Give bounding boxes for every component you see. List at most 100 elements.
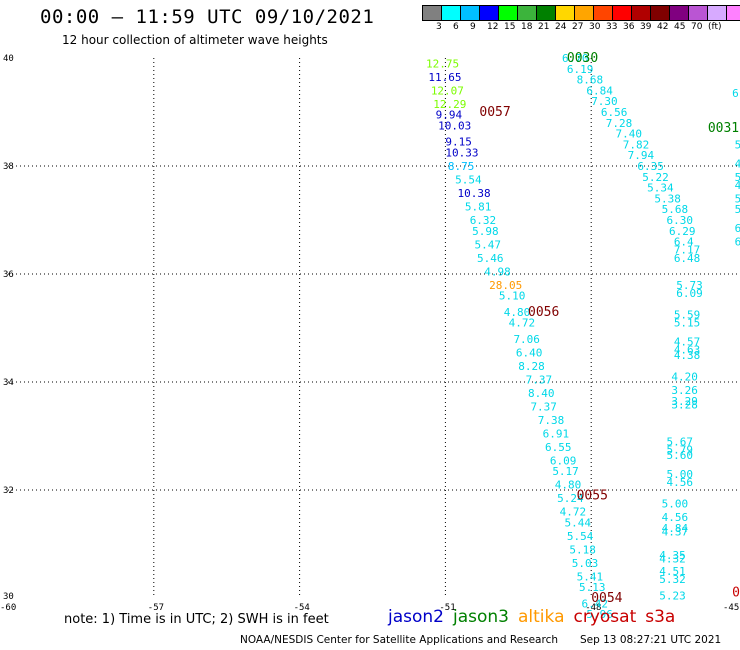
swh-value-label: 7.37 [526, 373, 553, 386]
swh-value-label: 5.10 [499, 290, 526, 303]
swh-value-label: 5 [735, 138, 740, 151]
swh-value-label: 4.80 [504, 306, 530, 319]
swh-value-label: 7.38 [538, 414, 565, 427]
legend-entry-s3a: s3a [645, 607, 676, 627]
swh-value-label: 7.06 [513, 333, 540, 346]
swh-value-label: 5.32 [659, 573, 686, 586]
swh-value-label: 6.55 [545, 441, 572, 454]
swh-value-label: 6.09 [550, 454, 577, 467]
colorbar-tick-label: 70 [691, 22, 703, 32]
swh-value-label: 5.17 [552, 465, 579, 478]
swh-value-label: 6.70 [562, 52, 589, 65]
colorbar: 3 6 9 12 15 18 21 24 27 30 33 36 39 42 45 70 (ft) [422, 5, 740, 32]
swh-value-label: 7.94 [628, 149, 655, 162]
pass-time-label: 0030 [567, 51, 598, 66]
swh-value-label: 4.98 [484, 265, 511, 278]
swh-value-label: 5.38 [654, 192, 681, 205]
swh-value-label: 6 [735, 236, 740, 249]
swh-value-label: 7.17 [674, 244, 701, 257]
swh-value-label: 5.03 [572, 557, 599, 570]
swh-value-label: 8.28 [518, 360, 545, 373]
swh-value-label: 4.35 [659, 549, 686, 562]
swh-value-label: 7.28 [606, 117, 633, 130]
colorbar-tick-label: 18 [521, 22, 533, 32]
swh-value-label: 9.15 [445, 136, 472, 149]
swh-value-label: 6.40 [516, 346, 543, 359]
colorbar-tick-label: 42 [657, 22, 669, 32]
map-subtitle: 12 hour collection of altimeter wave hei… [62, 33, 328, 47]
swh-value-label: 5.24 [557, 492, 584, 505]
swh-value-label: 8.68 [577, 74, 604, 87]
swh-value-label: 4.72 [509, 317, 535, 330]
lat-tick-label: 40 [3, 54, 14, 64]
swh-value-label: 3.26 [671, 384, 698, 397]
swh-value-label: 11.65 [428, 71, 461, 84]
swh-value-label: 6.84 [586, 84, 613, 97]
lat-tick-label: 36 [3, 270, 14, 280]
credit-text: NOAA/NESDIS Center for Satellite Applica… [240, 634, 558, 646]
swh-value-label: 6.32 [470, 214, 497, 227]
colorbar-unit: (ft) [708, 22, 722, 32]
note-text: note: 1) Time is in UTC; 2) SWH is in fe… [64, 612, 329, 627]
lon-tick-label: -54 [294, 603, 310, 613]
swh-value-label: 5.00 [662, 498, 689, 511]
swh-value-label: 5.68 [662, 203, 689, 216]
lon-tick-label: -60 [0, 603, 16, 613]
swh-value-label: 5.79 [667, 444, 694, 457]
time-labels: 0030 0031 0057 0056 0055 0054 061 [479, 51, 740, 606]
swh-value-label: 5.98 [472, 225, 499, 238]
swh-value-label: 5.81 [465, 201, 492, 214]
colorbar-tick-label: 21 [538, 22, 550, 32]
swh-value-label: 5.60 [667, 449, 694, 462]
swh-value-label: 6.35 [637, 160, 664, 173]
swh-value-label: 9.94 [436, 109, 463, 122]
map-title: 00:00 – 11:59 UTC 09/10/2021 [40, 6, 375, 28]
track-values: 12.7511.6512.0712.299.9410.039.1510.338.… [426, 52, 740, 621]
swh-value-label: 4 [735, 179, 740, 192]
swh-value-label: 6.19 [567, 63, 594, 76]
swh-value-label: 5.34 [647, 182, 674, 195]
swh-value-label: 6 [735, 222, 740, 235]
swh-value-label: 12.75 [426, 57, 459, 70]
swh-value-label: 4.51 [659, 565, 686, 578]
swh-value-label: 7.40 [616, 128, 643, 141]
colorbar-tick-label: 30 [589, 22, 601, 32]
swh-value-label: 8.40 [528, 387, 555, 400]
colorbar-tick-label: 6 [453, 22, 459, 32]
colorbar-tick-label: 12 [487, 22, 499, 32]
swh-value-label: 6.09 [676, 287, 703, 300]
colorbar-tick-label: 36 [623, 22, 635, 32]
colorbar-cell [726, 5, 740, 21]
lon-tick-label: -48 [585, 603, 601, 613]
colorbar-tick-label: 33 [606, 22, 618, 32]
swh-value-label: 10.03 [438, 120, 471, 133]
swh-value-label: 5.13 [579, 581, 606, 594]
lon-tick-label: -45 [723, 603, 739, 613]
swh-value-label: 5.47 [475, 238, 502, 251]
lat-tick-label: 32 [3, 486, 14, 496]
swh-value-label: 5.23 [659, 589, 686, 602]
swh-value-label: 6 [732, 87, 739, 100]
swh-value-label: 4.56 [667, 476, 694, 489]
swh-value-label: 12.29 [433, 98, 466, 111]
swh-value-label: 5.54 [567, 530, 594, 543]
swh-value-label: 5 [735, 203, 740, 216]
swh-value-label: 5.44 [564, 516, 591, 529]
swh-value-label: 6.48 [674, 252, 701, 265]
swh-value-label: 7.37 [530, 400, 557, 413]
swh-value-label: 12.07 [431, 84, 464, 97]
pass-time-label: 0055 [577, 488, 608, 503]
swh-value-label: 5.18 [569, 543, 596, 556]
colorbar-tick-label: 9 [470, 22, 476, 32]
lat-tick-label: 30 [3, 592, 14, 602]
pass-time-label: 0054 [591, 591, 622, 606]
swh-value-label: 5.22 [642, 171, 669, 184]
swh-value-label: 8.75 [448, 160, 475, 173]
swh-value-label: 6.29 [669, 225, 696, 238]
swh-value-label: 4.56 [662, 511, 689, 524]
pass-time-label: 0031 [708, 121, 739, 136]
legend-entry-jason3: jason3 [453, 607, 509, 627]
swh-value-label: 5 [735, 192, 740, 205]
colorbar-tick-label: 24 [555, 22, 567, 32]
swh-value-label: 6.30 [667, 214, 694, 227]
